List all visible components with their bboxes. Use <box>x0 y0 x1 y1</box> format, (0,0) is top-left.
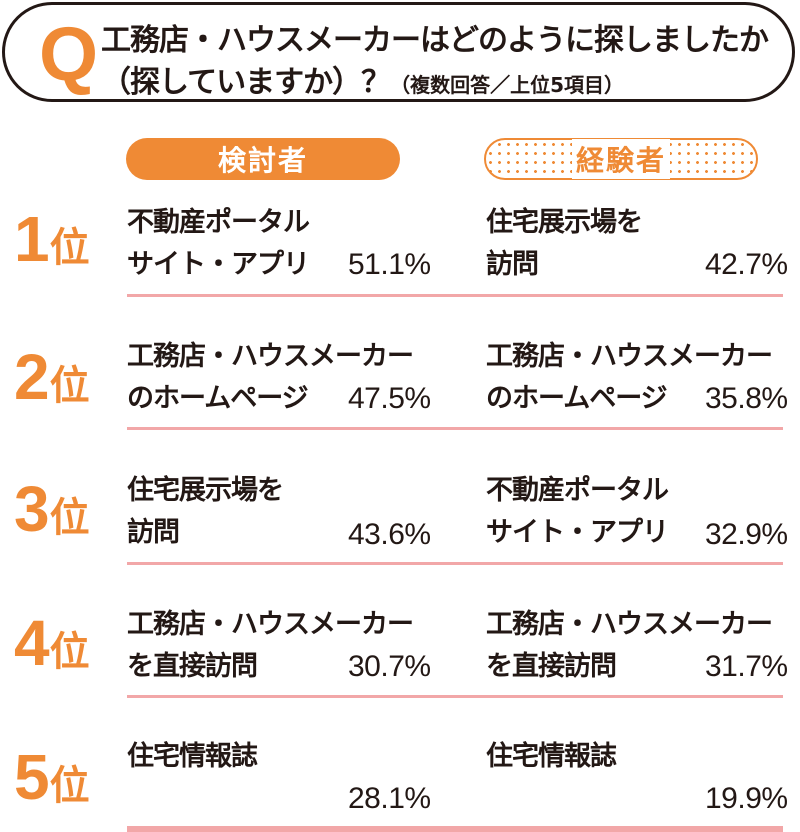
question-box: Q 工務店・ハウスメーカーはどのように探しましたか （探していますか）？（複数回… <box>2 2 795 102</box>
q-mark: Q <box>39 12 99 97</box>
rank-suffix: 位 <box>49 630 90 674</box>
rank-number: 1 <box>14 203 50 275</box>
pct-experienced: 31.7% <box>705 650 788 683</box>
item-line2: サイト・アプリ <box>127 249 310 280</box>
question-title-line1: 工務店・ハウスメーカーはどのように探しましたか <box>101 23 769 58</box>
pct-prospective: 47.5% <box>348 382 431 415</box>
item-line2: を直接訪問 <box>127 651 258 682</box>
question-title-line2: （探していますか）？（複数回答／上位5項目） <box>101 57 624 101</box>
rank-number: 2 <box>14 341 50 413</box>
question-note: （複数回答／上位5項目） <box>390 73 625 97</box>
item-line2: 訪問 <box>127 517 180 548</box>
row-divider <box>127 427 783 430</box>
item-prospective: 不動産ポータル サイト・アプリ <box>127 202 310 286</box>
item-line2: 住宅情報誌 <box>486 741 617 772</box>
item-experienced: 不動産ポータル サイト・アプリ <box>486 470 669 554</box>
row-divider <box>127 294 783 297</box>
item-prospective: 工務店・ハウスメーカー のホームページ <box>127 336 414 420</box>
pct-prospective: 51.1% <box>348 248 431 281</box>
item-line2: 住宅情報誌 <box>127 741 258 772</box>
item-line2: サイト・アプリ <box>486 517 669 548</box>
rank-number: 5 <box>14 741 50 813</box>
rank-number: 4 <box>14 607 50 679</box>
item-experienced: 工務店・ハウスメーカー を直接訪問 <box>486 604 773 688</box>
pct-experienced: 32.9% <box>705 518 788 551</box>
rank-label: 3位 <box>14 472 90 546</box>
item-line2: 訪問 <box>486 249 539 280</box>
pct-experienced: 42.7% <box>705 248 788 281</box>
item-line2: のホームページ <box>127 383 309 414</box>
rank-label: 2位 <box>14 340 90 414</box>
column-header-experienced-label: 経験者 <box>571 139 670 179</box>
row-divider <box>127 826 783 832</box>
item-line2: を直接訪問 <box>486 651 617 682</box>
rank-label: 1位 <box>14 202 90 276</box>
pct-prospective: 30.7% <box>348 650 431 683</box>
rank-label: 4位 <box>14 606 90 680</box>
item-line1: 不動産ポータル <box>127 207 310 238</box>
rank-label: 5位 <box>14 740 90 814</box>
item-experienced: 住宅展示場を 訪問 <box>486 202 643 286</box>
item-line1: 工務店・ハウスメーカー <box>127 341 414 372</box>
rank-suffix: 位 <box>49 764 90 808</box>
item-line1: 住宅展示場を <box>486 207 643 238</box>
question-title-line2-text: （探していますか）？ <box>101 65 391 100</box>
row-divider <box>127 695 783 698</box>
rank-number: 3 <box>14 473 50 545</box>
item-line1: 不動産ポータル <box>486 475 669 506</box>
pct-prospective: 28.1% <box>348 782 431 815</box>
column-header-experienced: 経験者 <box>484 138 758 180</box>
pct-prospective: 43.6% <box>348 518 431 551</box>
pct-experienced: 35.8% <box>705 382 788 415</box>
item-line1: 工務店・ハウスメーカー <box>486 341 773 372</box>
item-experienced: 住宅情報誌 <box>486 736 617 778</box>
column-header-prospective: 検討者 <box>126 138 400 180</box>
rank-suffix: 位 <box>49 364 90 408</box>
item-prospective: 住宅展示場を 訪問 <box>127 470 284 554</box>
item-line1: 住宅展示場を <box>127 475 284 506</box>
item-line1: 工務店・ハウスメーカー <box>486 609 773 640</box>
item-line1: 工務店・ハウスメーカー <box>127 609 414 640</box>
item-experienced: 工務店・ハウスメーカー のホームページ <box>486 336 773 420</box>
row-divider <box>127 562 783 565</box>
item-line2: のホームページ <box>486 383 668 414</box>
rank-suffix: 位 <box>49 226 90 270</box>
rank-suffix: 位 <box>49 496 90 540</box>
item-prospective: 工務店・ハウスメーカー を直接訪問 <box>127 604 414 688</box>
pct-experienced: 19.9% <box>705 782 788 815</box>
item-prospective: 住宅情報誌 <box>127 736 258 778</box>
